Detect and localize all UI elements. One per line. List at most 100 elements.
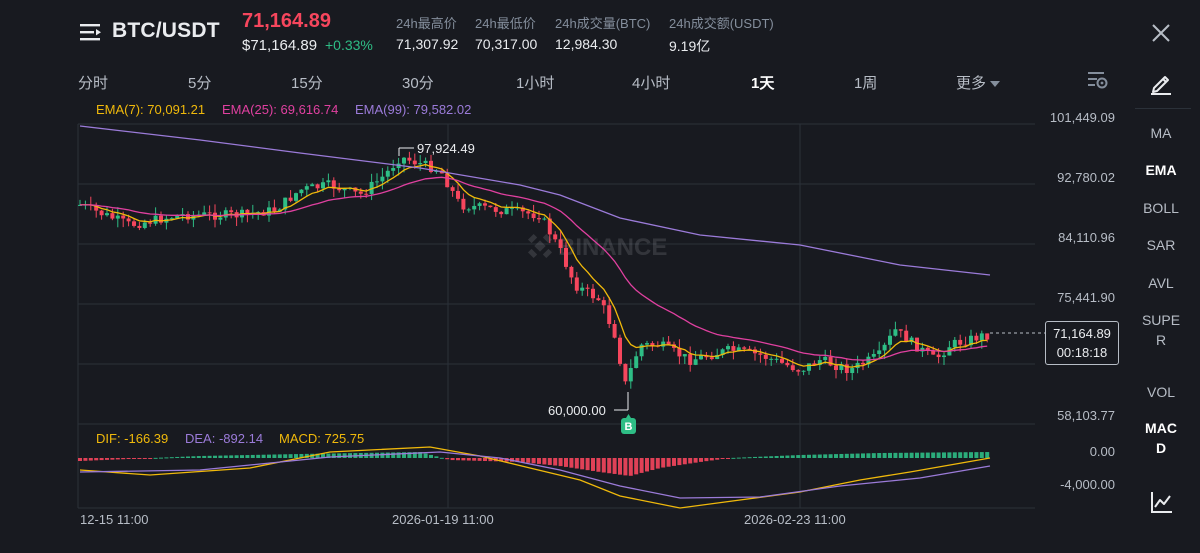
candle-body xyxy=(963,344,968,346)
macd-bar xyxy=(218,455,223,458)
macd-bar xyxy=(952,452,957,458)
candle-body xyxy=(807,363,811,371)
candle-body xyxy=(493,207,498,212)
candle-body xyxy=(542,218,547,220)
candle-body xyxy=(731,346,736,351)
candle-body xyxy=(358,191,363,194)
ema25-line xyxy=(80,176,988,361)
macd-bar xyxy=(272,454,277,458)
candle-body xyxy=(299,189,304,194)
indicator-super-line2: R xyxy=(1155,332,1167,348)
macd-bar xyxy=(331,453,336,458)
chart-settings-icon[interactable] xyxy=(1087,70,1109,90)
stat-turnover-label: 24h成交额(USDT) xyxy=(669,16,774,31)
macd-bar xyxy=(564,458,568,467)
toolbar-divider xyxy=(1135,108,1191,109)
candle-body xyxy=(704,355,709,358)
macd-bar xyxy=(871,453,876,458)
macd-bar xyxy=(715,458,720,460)
candle-body xyxy=(942,355,946,358)
macd-bar xyxy=(186,456,190,458)
price-axis-label: 84,110.96 xyxy=(1058,230,1115,245)
indicator-vol[interactable]: VOL xyxy=(1146,384,1175,400)
candle-body xyxy=(169,218,174,220)
candle-body xyxy=(202,212,207,215)
macd-bar xyxy=(774,456,779,458)
indicator-sar[interactable]: SAR xyxy=(1146,237,1176,253)
macd-bar xyxy=(780,455,784,458)
tab-4h[interactable]: 4小时 xyxy=(632,75,671,92)
tab-more[interactable]: 更多 xyxy=(956,72,1001,93)
macd-bar xyxy=(450,458,455,461)
chart-type-icon[interactable] xyxy=(1150,490,1174,514)
candle-body xyxy=(537,218,541,220)
dea-line xyxy=(79,451,991,499)
macd-bar xyxy=(607,458,612,474)
macd-bar xyxy=(645,458,649,472)
close-icon[interactable] xyxy=(1150,22,1172,44)
indicator-ema[interactable]: EMA xyxy=(1145,162,1177,178)
menu-icon[interactable] xyxy=(80,22,102,42)
indicator-macd[interactable]: MAC D xyxy=(1133,418,1189,458)
candle-body xyxy=(817,360,822,366)
macd-bar xyxy=(639,458,644,473)
candle-body xyxy=(531,213,536,219)
candle-body xyxy=(688,354,693,365)
candle-body xyxy=(121,215,126,219)
tab-line[interactable]: 分时 xyxy=(78,75,109,92)
indicator-ma[interactable]: MA xyxy=(1150,125,1172,141)
candle-body xyxy=(115,215,120,219)
macd-bar xyxy=(277,454,282,458)
macd-bar xyxy=(515,458,520,462)
tab-1h[interactable]: 1小时 xyxy=(516,75,555,92)
macd-bar xyxy=(256,454,261,458)
tab-1w[interactable]: 1周 xyxy=(854,75,878,92)
macd-bar xyxy=(315,453,320,458)
macd-bar xyxy=(202,455,207,458)
candle-body xyxy=(207,212,212,214)
macd-bar xyxy=(979,452,984,458)
drawing-pen-icon[interactable] xyxy=(1148,70,1174,96)
macd-bar xyxy=(321,453,325,458)
candle-body xyxy=(780,358,784,363)
candle-body xyxy=(601,300,606,306)
macd-bar xyxy=(574,458,579,469)
candle-body xyxy=(623,363,628,382)
macd-bar xyxy=(828,454,833,458)
tab-30m[interactable]: 30分 xyxy=(402,75,434,92)
candle-body xyxy=(866,356,871,365)
macd-bar xyxy=(742,457,747,459)
indicator-boll[interactable]: BOLL xyxy=(1143,200,1179,216)
candle-body xyxy=(790,365,795,371)
macd-bar xyxy=(736,457,741,459)
price-axis-label: 92,780.02 xyxy=(1057,170,1115,185)
macd-bar xyxy=(672,458,676,466)
tab-1d[interactable]: 1天 xyxy=(751,75,775,92)
candle-body xyxy=(607,305,612,325)
macd-bar xyxy=(445,458,450,460)
stat-low-label: 24h最低价 xyxy=(475,16,536,31)
macd-bar xyxy=(196,456,201,458)
macd-bar xyxy=(823,454,828,458)
macd-bar xyxy=(769,456,774,458)
macd-bar xyxy=(569,458,574,468)
candle-body xyxy=(450,187,455,191)
indicator-super-line1: SUPE xyxy=(1141,312,1181,328)
trading-pair[interactable]: BTC/USDT xyxy=(112,19,220,42)
tab-15m[interactable]: 15分 xyxy=(291,75,323,92)
indicator-avl[interactable]: AVL xyxy=(1148,275,1174,291)
macd-bar xyxy=(234,455,239,458)
indicator-super[interactable]: SUPE R xyxy=(1133,310,1189,350)
candle-body xyxy=(877,350,882,355)
candle-body xyxy=(423,160,428,164)
macd-bar xyxy=(153,457,158,459)
candle-body xyxy=(839,364,844,370)
buy-marker[interactable]: B xyxy=(621,414,636,434)
macd-bar xyxy=(726,458,730,459)
candle-body xyxy=(715,355,720,360)
binance-watermark: BINANCE xyxy=(527,233,667,261)
tab-5m[interactable]: 5分 xyxy=(188,75,212,92)
candle-body xyxy=(186,214,190,220)
candle-body xyxy=(315,184,320,189)
